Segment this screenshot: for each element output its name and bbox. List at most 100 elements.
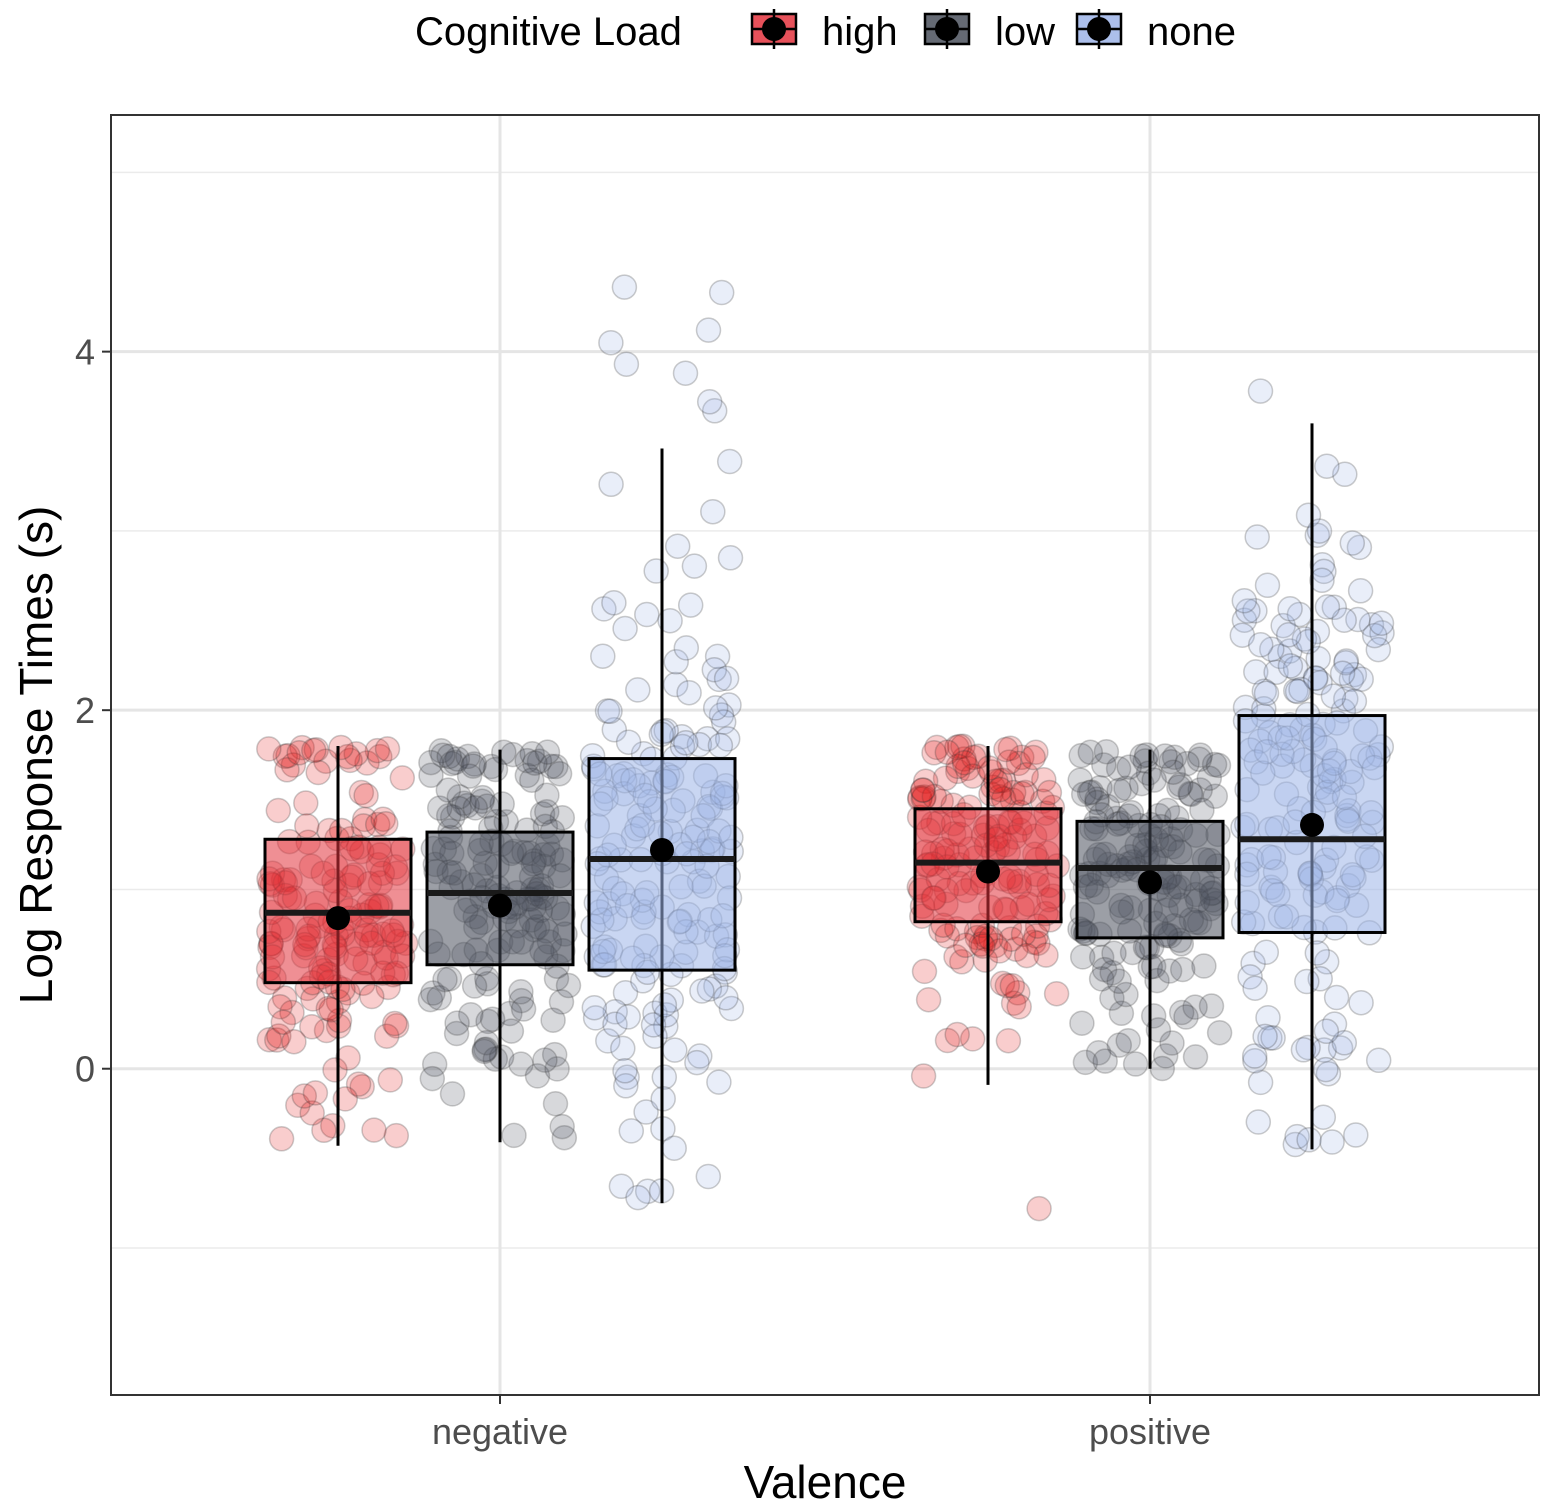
data-point <box>461 973 488 999</box>
y-axis-title: Log Response Times (s) <box>10 506 62 1005</box>
data-point <box>1013 942 1040 969</box>
data-point <box>1182 994 1208 1020</box>
data-point <box>951 749 978 776</box>
data-point <box>1231 587 1258 614</box>
data-point <box>1331 1030 1358 1056</box>
x-tick-label-negative: negative <box>432 1411 568 1452</box>
data-point <box>1345 606 1371 633</box>
data-point <box>1365 636 1392 663</box>
data-point <box>444 746 471 772</box>
data-point <box>662 1037 688 1063</box>
data-point <box>1206 1019 1233 1046</box>
data-point <box>426 795 453 821</box>
mean-point-low-positive <box>1138 870 1162 895</box>
data-point <box>643 558 669 584</box>
data-point <box>549 805 576 831</box>
data-point <box>934 1027 961 1054</box>
data-point <box>1241 1043 1268 1069</box>
legend-item-high: high <box>750 9 898 54</box>
data-point <box>706 1069 732 1095</box>
data-point <box>446 784 473 810</box>
data-point <box>664 533 691 559</box>
data-point <box>1275 622 1302 648</box>
x-axis-title: Valence <box>744 1456 907 1508</box>
data-point <box>1000 990 1027 1016</box>
data-point <box>1296 1127 1322 1153</box>
data-point <box>915 986 942 1013</box>
data-point <box>1006 994 1032 1020</box>
data-point <box>438 750 465 777</box>
data-point <box>612 1058 638 1084</box>
data-point <box>1284 1123 1310 1150</box>
data-point <box>1152 743 1178 769</box>
data-point <box>978 925 1004 952</box>
data-point <box>451 790 477 816</box>
data-point <box>1077 739 1104 765</box>
data-point <box>1168 999 1195 1026</box>
data-point <box>1313 949 1340 975</box>
data-point <box>334 743 361 770</box>
outlier-point <box>701 398 728 424</box>
data-point <box>686 731 713 758</box>
data-point <box>419 1065 446 1092</box>
data-point <box>348 779 375 806</box>
data-point <box>1106 1032 1133 1058</box>
data-point <box>978 781 1004 807</box>
data-point <box>1358 612 1385 638</box>
legend-item-low: low <box>923 9 1055 54</box>
data-point <box>1202 783 1229 809</box>
data-point <box>1187 742 1214 768</box>
data-point <box>932 765 959 791</box>
data-point <box>634 601 660 628</box>
data-point <box>1240 950 1266 977</box>
outlier-point <box>708 279 735 306</box>
data-point <box>488 1044 515 1070</box>
data-point <box>1129 743 1155 769</box>
data-point <box>1341 688 1368 714</box>
data-point <box>1313 1018 1340 1045</box>
data-point <box>694 725 721 752</box>
data-point <box>1309 552 1336 578</box>
data-point <box>1270 612 1296 639</box>
data-point <box>1020 744 1046 771</box>
data-point <box>315 995 342 1022</box>
data-point <box>1010 921 1037 947</box>
data-point <box>454 792 480 819</box>
data-point <box>591 596 617 622</box>
data-point <box>303 736 330 763</box>
data-point <box>367 743 393 770</box>
data-point <box>359 983 385 1010</box>
data-point <box>442 749 468 776</box>
data-point <box>1186 746 1213 773</box>
data-point <box>551 1124 578 1151</box>
data-point <box>335 1045 361 1071</box>
data-point <box>1128 770 1155 797</box>
data-point <box>510 996 537 1022</box>
data-point <box>1201 751 1228 778</box>
outlier-point <box>672 360 699 386</box>
data-point <box>943 944 969 970</box>
data-point <box>268 1126 295 1152</box>
data-point <box>534 782 560 808</box>
data-point <box>695 1163 722 1190</box>
data-point <box>436 966 463 992</box>
data-point <box>285 1092 311 1119</box>
data-point <box>1338 666 1365 693</box>
data-point <box>1303 665 1329 692</box>
data-point <box>594 698 621 724</box>
data-point <box>651 992 678 1018</box>
data-point <box>383 1122 410 1149</box>
data-point <box>700 498 726 525</box>
data-point <box>544 1056 570 1082</box>
data-point <box>1282 655 1309 681</box>
data-point <box>1368 610 1395 636</box>
data-point <box>482 756 509 783</box>
data-point <box>514 762 541 789</box>
data-point <box>1331 607 1357 633</box>
data-point <box>1333 648 1360 674</box>
data-point <box>934 923 961 949</box>
data-point <box>634 1178 661 1205</box>
data-point <box>615 729 642 755</box>
outlier-point <box>696 389 723 415</box>
